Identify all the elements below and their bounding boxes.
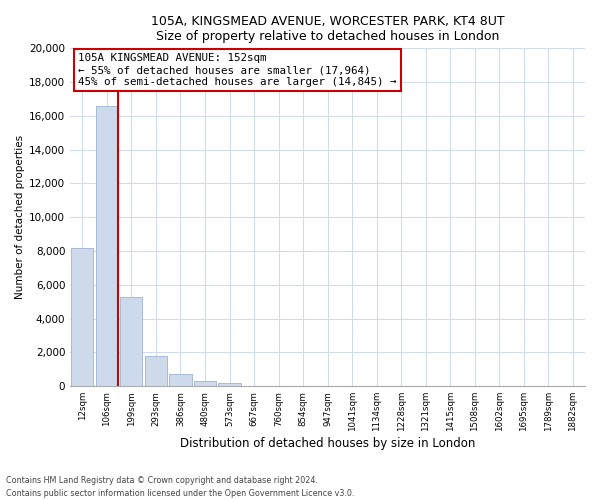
Bar (145, 356, 167, 386)
Y-axis label: Number of detached properties: Number of detached properties (15, 135, 25, 300)
Bar (194, 382, 216, 386)
Text: 105A KINGSMEAD AVENUE: 152sqm
← 55% of detached houses are smaller (17,964)
45% : 105A KINGSMEAD AVENUE: 152sqm ← 55% of d… (78, 54, 397, 86)
Bar (169, 374, 191, 386)
Bar (96, 106, 118, 386)
Title: 105A, KINGSMEAD AVENUE, WORCESTER PARK, KT4 8UT
Size of property relative to det: 105A, KINGSMEAD AVENUE, WORCESTER PARK, … (151, 15, 505, 43)
Text: Contains HM Land Registry data © Crown copyright and database right 2024.
Contai: Contains HM Land Registry data © Crown c… (6, 476, 355, 498)
X-axis label: Distribution of detached houses by size in London: Distribution of detached houses by size … (180, 437, 475, 450)
Bar (121, 296, 142, 386)
Bar (71, 248, 94, 386)
Bar (218, 383, 241, 386)
